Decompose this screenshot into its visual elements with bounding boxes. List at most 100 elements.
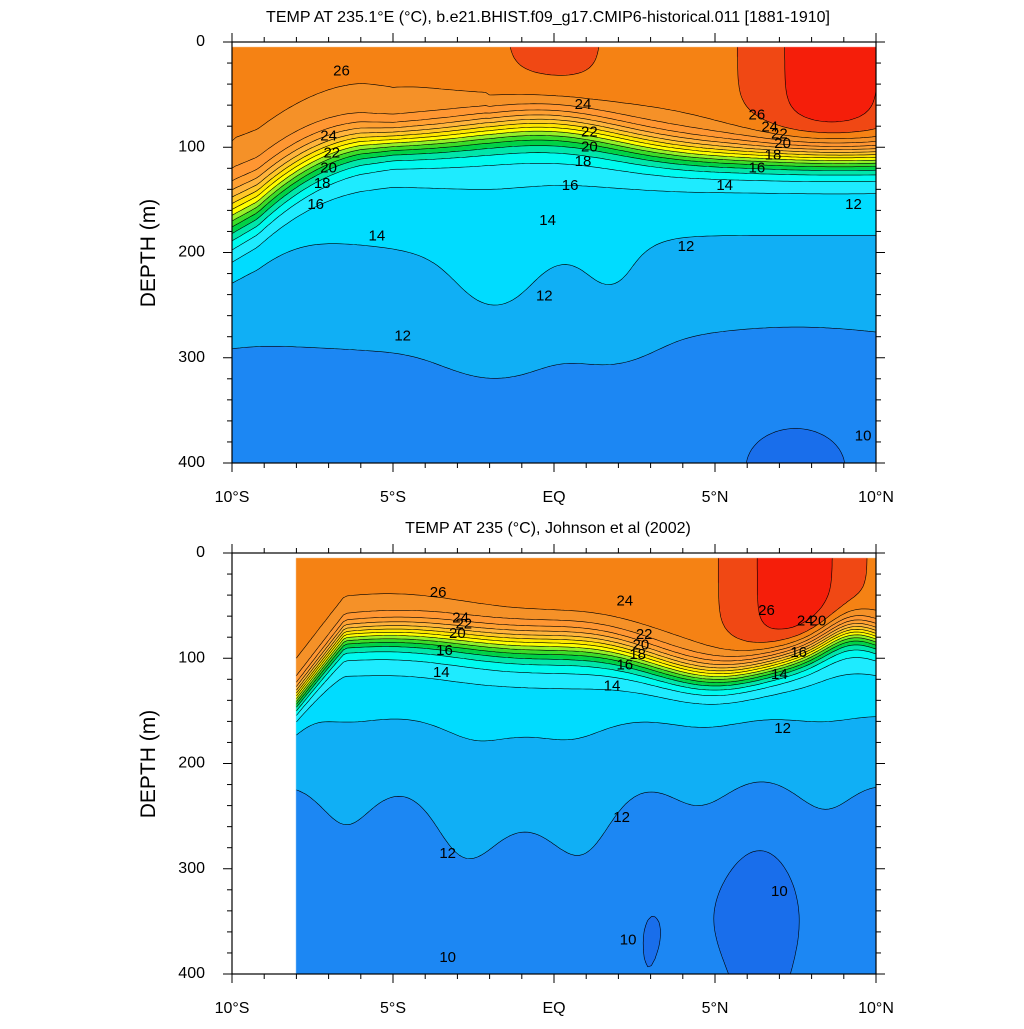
contour-line xyxy=(784,47,876,123)
contour-label: 16 xyxy=(307,196,324,213)
contour-line xyxy=(296,657,876,716)
contour-line xyxy=(296,616,876,683)
chart-panel-model: TEMP AT 235.1°E (°C), b.e21.BHIST.f09_g1… xyxy=(137,9,894,506)
contour-label: 22 xyxy=(636,626,653,643)
contour-line xyxy=(746,428,845,463)
contour-label: 22 xyxy=(323,145,340,162)
contour-label: 18 xyxy=(765,147,782,164)
contour-line xyxy=(232,135,876,222)
axis-ticks xyxy=(223,33,885,472)
contour-label: 24 xyxy=(616,592,633,609)
contour-line xyxy=(232,83,876,142)
contour-line xyxy=(718,558,868,643)
contour-line xyxy=(232,145,876,234)
contour-line xyxy=(296,621,876,687)
x-tick-label: 10°N xyxy=(858,1000,894,1017)
contour-line xyxy=(232,114,876,191)
chart-title: TEMP AT 235 (°C), Johnson et al (2002) xyxy=(405,520,691,537)
contour-label: 26 xyxy=(333,62,350,79)
contour-label: 16 xyxy=(616,657,633,674)
axis-ticks xyxy=(223,544,885,983)
contour-label: 22 xyxy=(455,616,472,633)
temperature-field xyxy=(232,553,876,974)
contour-line xyxy=(232,152,876,242)
y-tick-label: 300 xyxy=(178,860,205,877)
contour-label: 14 xyxy=(539,212,556,229)
y-tick-label: 100 xyxy=(178,650,205,667)
contour-label: 14 xyxy=(433,664,450,681)
y-tick-labels: 0 100 200 300 400 xyxy=(178,544,205,982)
contour-line xyxy=(232,123,876,204)
y-tick-labels: 0 100 200 300 400 xyxy=(178,33,205,471)
contour-line xyxy=(232,103,876,169)
contour-line xyxy=(296,673,876,723)
contour-line xyxy=(296,593,876,659)
contour-line xyxy=(232,118,876,198)
contour-line xyxy=(296,716,876,742)
contour-line xyxy=(296,628,876,694)
x-tick-label: 5°N xyxy=(702,489,729,506)
contour-line xyxy=(232,109,876,182)
contour-label: 18 xyxy=(575,153,592,170)
contour-line xyxy=(232,185,876,263)
contour-label: 10 xyxy=(439,949,456,966)
contour-line xyxy=(232,126,876,210)
contour-line xyxy=(296,625,876,691)
y-tick-label: 0 xyxy=(196,544,205,561)
chart-panel-observations: TEMP AT 235 (°C), Johnson et al (2002) D… xyxy=(137,520,894,1017)
contour-label: 24 xyxy=(797,612,814,629)
contour-label: 18 xyxy=(629,646,646,663)
contour-label: 22 xyxy=(771,126,788,143)
contour-label: 16 xyxy=(436,642,453,659)
contour-label: 20 xyxy=(320,159,337,176)
temperature-field xyxy=(232,42,876,463)
contour-label: 12 xyxy=(536,288,553,305)
contour-label: 14 xyxy=(369,228,386,245)
y-tick-label: 200 xyxy=(178,755,205,772)
y-tick-label: 400 xyxy=(178,454,205,471)
contour-label: 20 xyxy=(581,138,598,155)
contour-label: 12 xyxy=(845,196,862,213)
x-tick-labels: 10°S 5°S EQ 5°N 10°N xyxy=(215,1000,894,1017)
chart-title: TEMP AT 235.1°E (°C), b.e21.BHIST.f09_g1… xyxy=(266,9,830,26)
contour-label: 10 xyxy=(855,428,872,445)
contour-line xyxy=(232,130,876,216)
contour-line xyxy=(296,644,876,708)
contour-line xyxy=(296,631,876,697)
y-tick-label: 200 xyxy=(178,244,205,261)
contour-labels: 2624222016142422201816142624201614121212… xyxy=(430,584,827,966)
contour-label: 24 xyxy=(575,96,592,113)
contour-line xyxy=(232,235,876,306)
contour-label: 10 xyxy=(771,883,788,900)
y-tick-label: 300 xyxy=(178,349,205,366)
contour-line xyxy=(296,781,876,859)
contour-label: 20 xyxy=(449,625,466,642)
contour-line xyxy=(296,610,876,676)
x-tick-label: EQ xyxy=(542,489,565,506)
contour-line xyxy=(296,634,876,699)
x-tick-label: 10°N xyxy=(858,489,894,506)
contour-lines xyxy=(296,558,876,974)
y-axis-label: DEPTH (m) xyxy=(137,199,160,308)
contour-label: 20 xyxy=(774,135,791,152)
contour-label: 14 xyxy=(716,177,733,194)
x-tick-label: 10°S xyxy=(215,489,250,506)
y-tick-label: 100 xyxy=(178,139,205,156)
contour-label: 18 xyxy=(314,175,331,192)
contour-label: 16 xyxy=(749,159,766,176)
contour-label: 12 xyxy=(774,720,791,737)
contour-label: 12 xyxy=(678,238,695,255)
contour-label: 12 xyxy=(613,809,630,826)
contour-line xyxy=(642,850,800,974)
contour-label: 24 xyxy=(452,609,469,626)
x-tick-label: 10°S xyxy=(215,1000,250,1017)
contour-labels: 2624222018161412122422201816142624222018… xyxy=(307,62,871,444)
x-tick-label: 5°N xyxy=(702,1000,729,1017)
contour-line xyxy=(756,558,833,630)
x-tick-label: EQ xyxy=(542,1000,565,1017)
x-tick-label: 5°S xyxy=(380,1000,406,1017)
contour-label: 26 xyxy=(430,584,447,601)
x-tick-labels: 10°S 5°S EQ 5°N 10°N xyxy=(215,489,894,506)
